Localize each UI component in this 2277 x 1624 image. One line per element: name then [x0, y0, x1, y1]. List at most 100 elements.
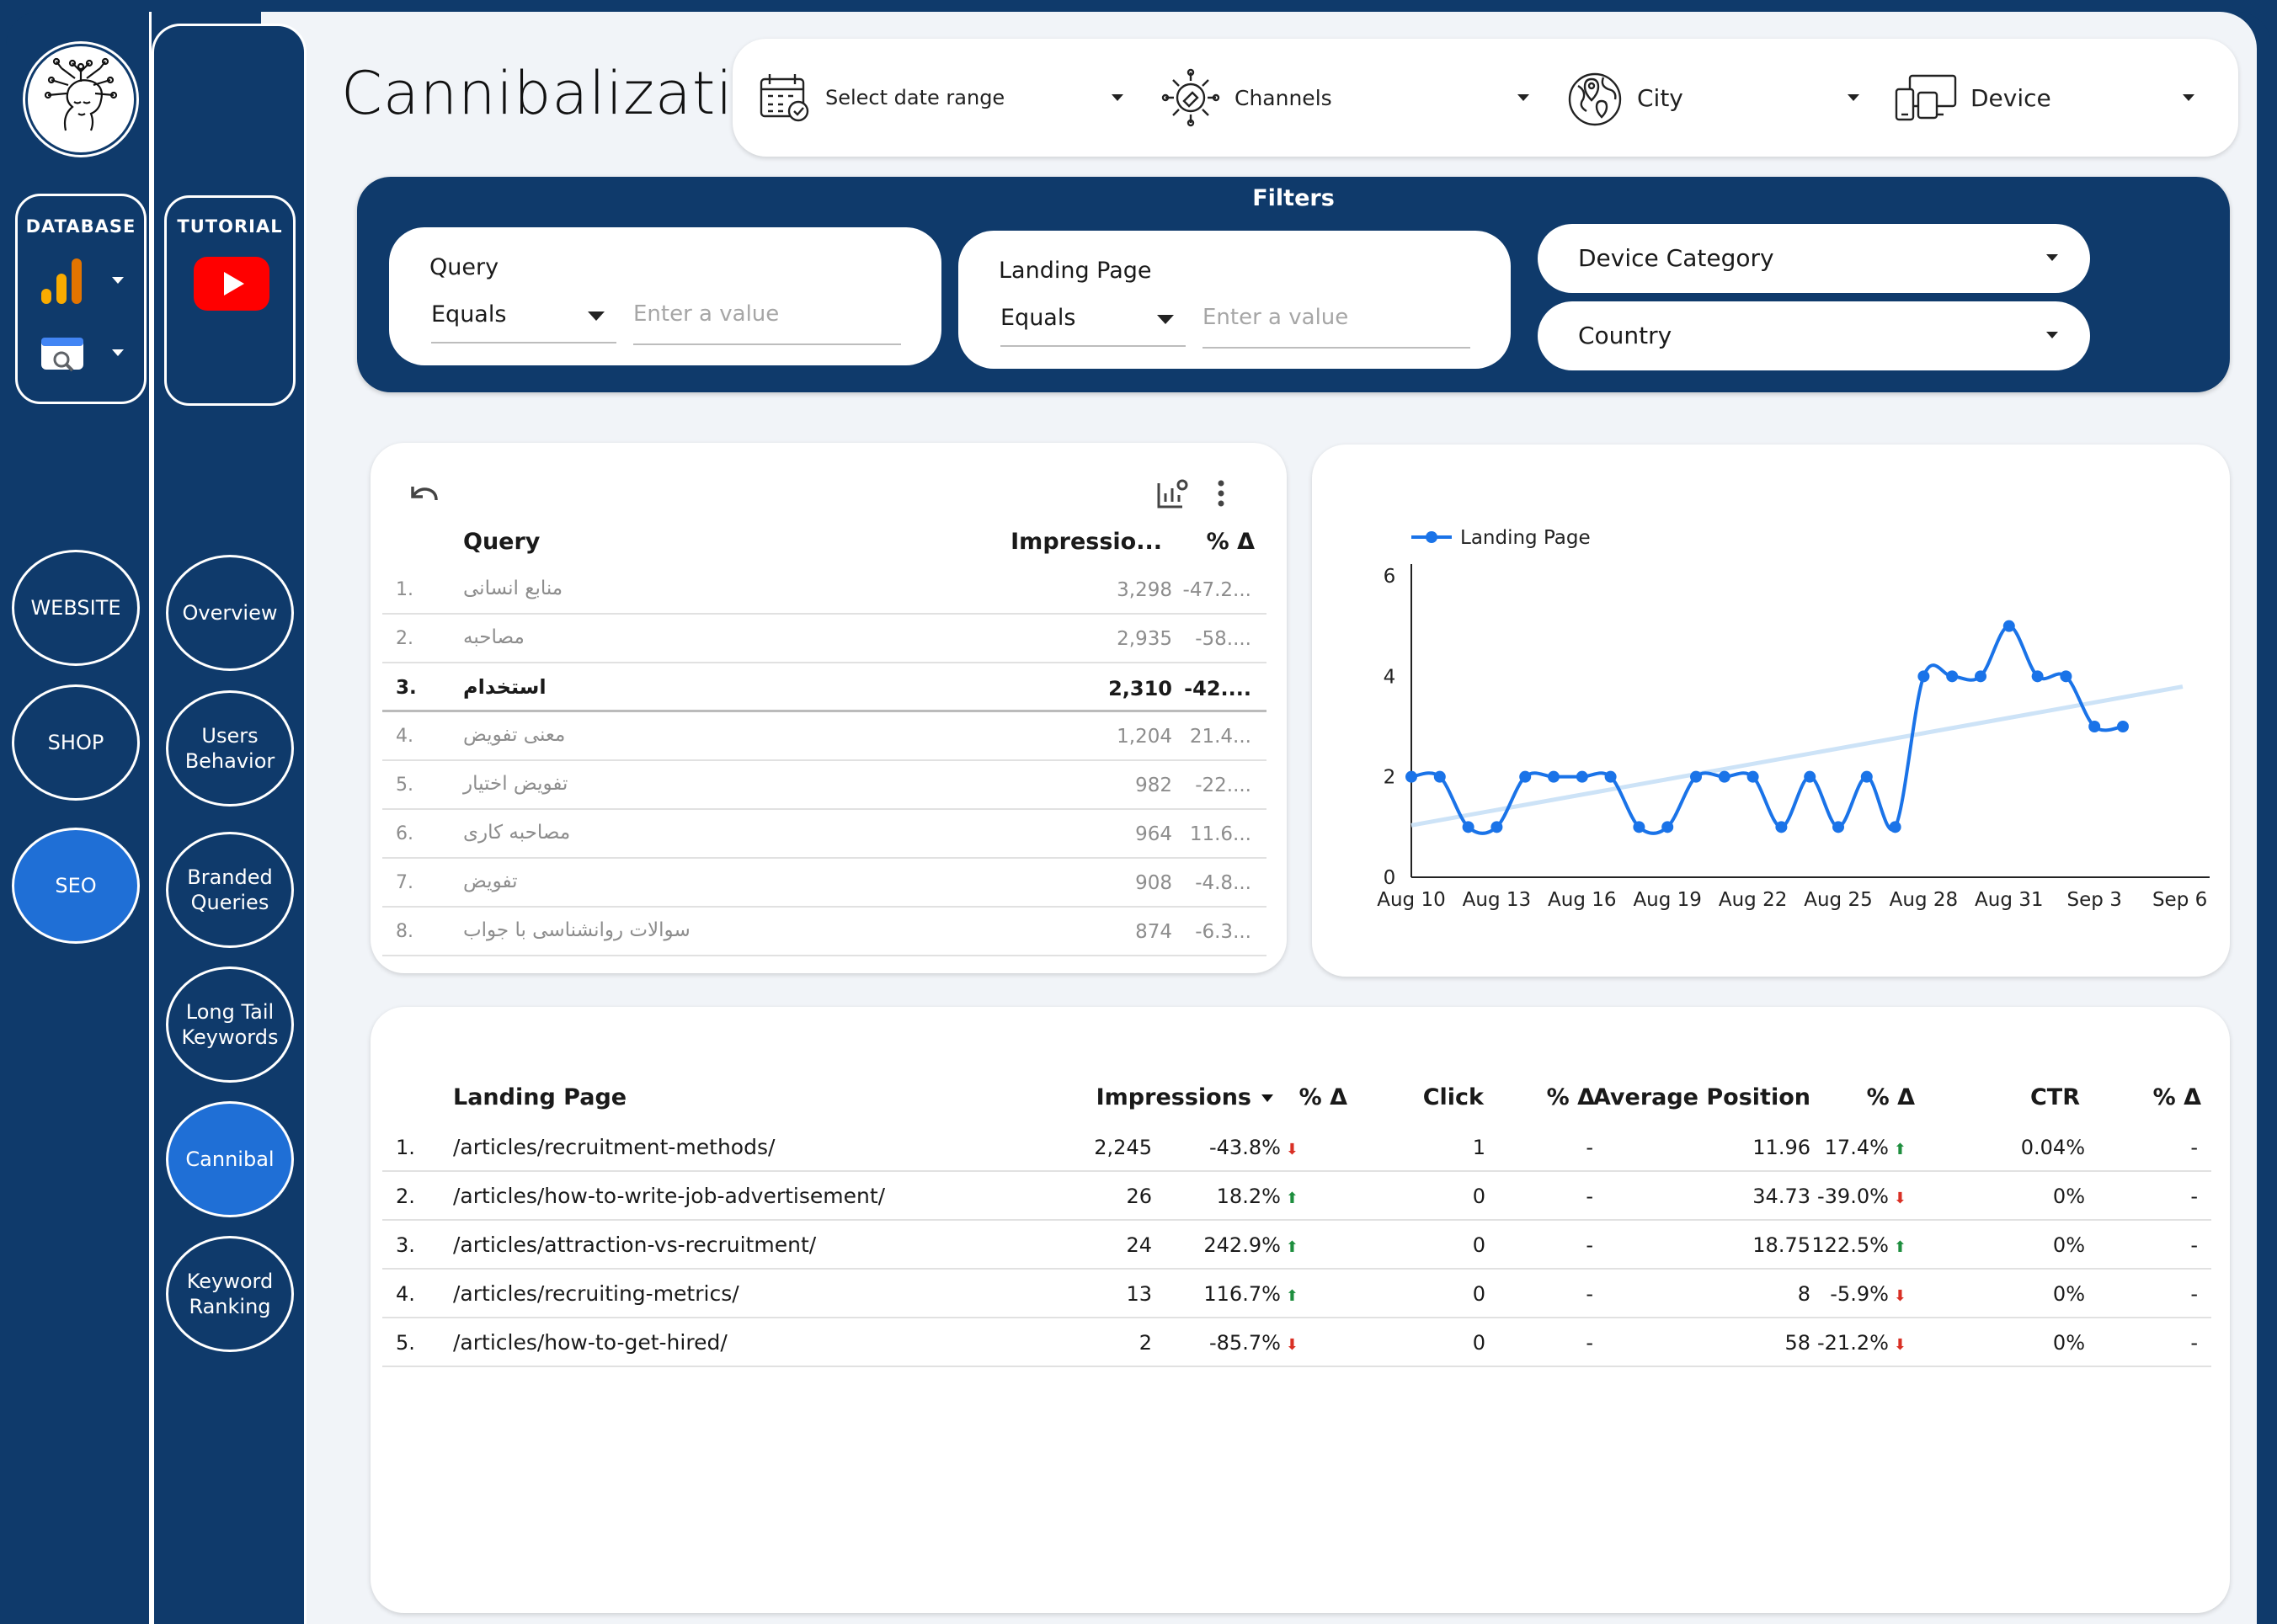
- data-point: [2002, 620, 2015, 632]
- position-delta-header[interactable]: % Δ: [1866, 1084, 1915, 1110]
- landing-operator-select[interactable]: Equals: [1000, 305, 1186, 347]
- channels-control[interactable]: Channels: [1160, 67, 1531, 128]
- subnav-overview-label: Overview: [182, 601, 278, 625]
- tutorial-label: TUTORIAL: [177, 216, 283, 237]
- analytics-dropdown-icon[interactable]: [112, 277, 124, 284]
- table-row[interactable]: 2. مصاحبه 2,935 -58....: [382, 615, 1266, 663]
- nav-shop[interactable]: SHOP: [12, 684, 140, 801]
- ctr-delta-cell: -: [2190, 1233, 2198, 1257]
- landing-page-cell: /articles/attraction-vs-recruitment/: [453, 1233, 817, 1257]
- y-tick-label: 4: [1384, 666, 1396, 688]
- query-value-input[interactable]: Enter a value: [633, 301, 901, 345]
- average-position-column-header[interactable]: Average Position: [1592, 1084, 1810, 1110]
- table-row-selected[interactable]: 3. استخدام 2,310 -42....: [382, 663, 1266, 712]
- data-point: [2088, 721, 2101, 732]
- nav-website[interactable]: WEBSITE: [12, 550, 140, 666]
- table-row[interactable]: 8. سوالات روانشناسی با جواب 874 -6.3...: [382, 908, 1266, 956]
- device-category-dropdown[interactable]: Device Category: [1538, 224, 2090, 293]
- impressions-delta-cell: 242.9% ⬆: [1203, 1233, 1298, 1257]
- table-row[interactable]: 5. /articles/how-to-get-hired/ 2 -85.7% ⬇…: [382, 1318, 2211, 1367]
- click-column-header[interactable]: Click: [1422, 1084, 1484, 1110]
- table-row[interactable]: 4. معنی تفویض 1,204 21.4...: [382, 712, 1266, 761]
- calendar-icon: [760, 74, 809, 122]
- nav-shop-label: SHOP: [47, 731, 104, 754]
- x-tick-label: Sep 6: [2152, 889, 2207, 911]
- impressions-delta-header[interactable]: % Δ: [1298, 1084, 1347, 1110]
- analytics-icon[interactable]: [38, 255, 88, 307]
- x-tick-label: Aug 13: [1463, 889, 1532, 911]
- brand-logo[interactable]: [25, 44, 136, 155]
- arrow-up-icon: ⬆: [1285, 1238, 1298, 1256]
- undo-icon[interactable]: [404, 478, 440, 507]
- x-tick-label: Aug 22: [1719, 889, 1788, 911]
- table-row[interactable]: 1. /articles/recruitment-methods/ 2,245 …: [382, 1123, 2211, 1172]
- impressions-cell: 874: [1135, 921, 1172, 943]
- ctr-column-header[interactable]: CTR: [2029, 1084, 2080, 1110]
- row-number: 3.: [396, 1233, 415, 1257]
- table-row[interactable]: 7. تفویض 908 -4.8...: [382, 859, 1266, 908]
- table-row[interactable]: 1. منابع انسانی 3,298 -47.2...: [382, 566, 1266, 615]
- arrow-down-icon: ⬇: [1893, 1336, 1906, 1354]
- ctr-delta-header[interactable]: % Δ: [2152, 1084, 2201, 1110]
- youtube-icon[interactable]: [194, 257, 269, 311]
- query-value-placeholder: Enter a value: [633, 301, 780, 327]
- subnav-long-tail-keywords[interactable]: Long Tail Keywords: [166, 966, 294, 1083]
- query-operator-select[interactable]: Equals: [431, 301, 616, 343]
- landing-value-input[interactable]: Enter a value: [1202, 305, 1470, 349]
- data-point: [1917, 670, 1930, 683]
- landing-table-card: Landing Page Impressions % Δ Click % Δ A…: [371, 1007, 2230, 1613]
- impressions-cell: 3,298: [1117, 579, 1172, 601]
- delta-column-header[interactable]: % Δ: [1206, 529, 1255, 555]
- impressions-column-header[interactable]: Impressio...: [1011, 529, 1162, 555]
- data-point: [1718, 770, 1730, 783]
- landing-rows: 1. /articles/recruitment-methods/ 2,245 …: [382, 1123, 2211, 1367]
- data-point: [1519, 770, 1532, 783]
- table-row[interactable]: 5. تفویض اختیار 982 -22....: [382, 761, 1266, 810]
- delta-cell: -47.2...: [1182, 579, 1251, 601]
- query-column-header[interactable]: Query: [463, 529, 541, 555]
- arrow-up-icon: ⬆: [1285, 1190, 1298, 1207]
- country-dropdown[interactable]: Country: [1538, 301, 2090, 370]
- trend-line: [1410, 684, 2184, 828]
- city-control[interactable]: City: [1565, 67, 1868, 128]
- landing-page-cell: /articles/recruiting-metrics/: [453, 1281, 739, 1306]
- impressions-cell: 24: [1126, 1233, 1152, 1257]
- device-control[interactable]: Device: [1893, 67, 2213, 128]
- arrow-up-icon: ⬆: [1893, 1141, 1906, 1158]
- chart-settings-icon[interactable]: [1155, 477, 1189, 510]
- subnav-users-behavior[interactable]: Users Behavior: [166, 690, 294, 807]
- x-tick-label: Aug 25: [1804, 889, 1873, 911]
- table-row[interactable]: 4. /articles/recruiting-metrics/ 13 116.…: [382, 1270, 2211, 1318]
- search-console-dropdown-icon[interactable]: [112, 349, 124, 356]
- table-row[interactable]: 6. مصاحبه کاری 964 11.6...: [382, 810, 1266, 859]
- delta-value: 17.4%: [1824, 1136, 1889, 1159]
- table-row[interactable]: 3. /articles/attraction-vs-recruitment/ …: [382, 1221, 2211, 1270]
- more-options-icon[interactable]: [1213, 477, 1229, 510]
- impressions-cell: 964: [1135, 823, 1172, 845]
- device-category-label: Device Category: [1578, 244, 1774, 272]
- landing-page-line-chart[interactable]: 0 2 4 6 Aug 10 Aug 13 Aug 16 Aug 19 Aug 22 Aug 25…: [1312, 445, 2230, 977]
- data-point: [1661, 821, 1674, 833]
- subnav-overview[interactable]: Overview: [166, 555, 294, 671]
- ctr-cell: 0.04%: [2020, 1136, 2085, 1159]
- landing-page-column-header[interactable]: Landing Page: [453, 1084, 627, 1110]
- subnav-keyword-ranking[interactable]: Keyword Ranking: [166, 1236, 294, 1352]
- sidebar-divider: [149, 12, 152, 1624]
- data-point: [2060, 670, 2072, 683]
- subnav-branded-queries[interactable]: Branded Queries: [166, 832, 294, 948]
- subnav-cannibal[interactable]: Cannibal: [166, 1101, 294, 1217]
- position-cell: 18.75: [1752, 1233, 1810, 1257]
- query-value-underline: [633, 343, 901, 345]
- city-caret-icon: [1848, 94, 1859, 101]
- sub-nav-panel: [152, 24, 307, 1624]
- row-number: 2.: [396, 1185, 415, 1208]
- date-range-control[interactable]: Select date range: [758, 71, 1128, 125]
- table-row[interactable]: 2. /articles/how-to-write-job-advertisem…: [382, 1172, 2211, 1221]
- nav-seo[interactable]: SEO: [12, 828, 140, 944]
- impressions-column-header[interactable]: Impressions: [1096, 1084, 1273, 1110]
- search-console-icon[interactable]: [40, 333, 87, 375]
- position-cell: 58: [1784, 1331, 1810, 1355]
- click-delta-header[interactable]: % Δ: [1546, 1084, 1595, 1110]
- devices-icon: [1895, 74, 1957, 121]
- y-tick-label: 0: [1384, 867, 1396, 889]
